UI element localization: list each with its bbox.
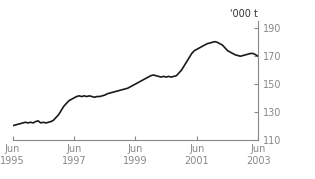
- Text: '000 t: '000 t: [231, 9, 258, 19]
